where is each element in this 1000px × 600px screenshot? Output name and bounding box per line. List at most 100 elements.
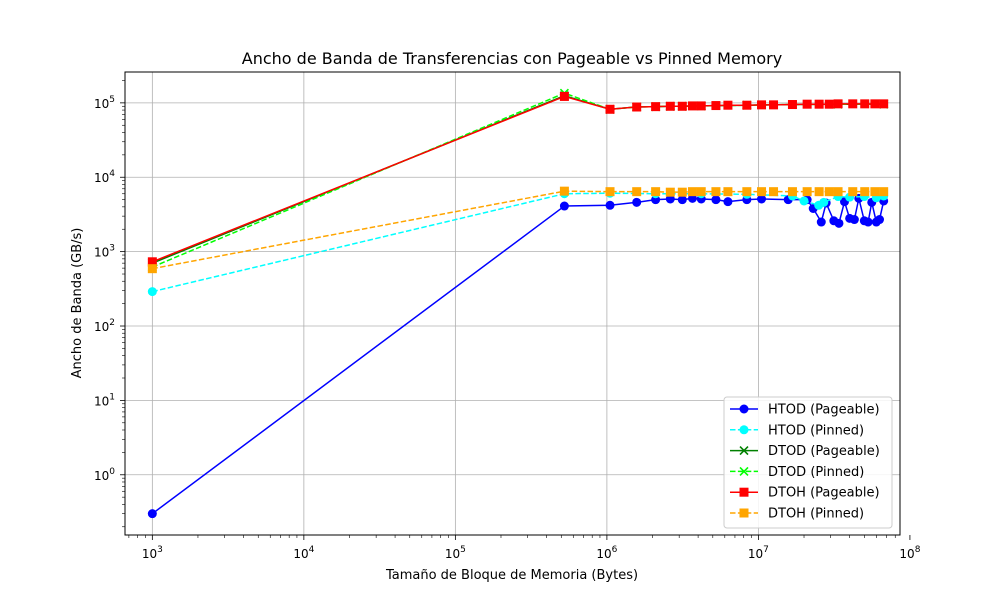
data-point — [632, 102, 642, 112]
legend-item: DTOD (Pinned) — [730, 465, 864, 480]
data-point — [848, 187, 858, 197]
y-tick-label-exponent: 4 — [109, 169, 115, 179]
data-point — [870, 187, 880, 197]
x-tick-label: 106 — [596, 545, 617, 561]
data-point — [687, 101, 697, 111]
legend-item: DTOH (Pageable) — [730, 486, 880, 501]
y-tick-label: 102 — [94, 318, 115, 334]
legend-item: DTOD (Pageable) — [730, 444, 880, 459]
data-point — [687, 187, 697, 197]
x-tick-label: 108 — [899, 545, 920, 561]
data-point — [696, 187, 706, 197]
legend-label: HTOD (Pageable) — [768, 403, 880, 418]
legend-box — [723, 396, 893, 529]
x-tick-label-exponent: 7 — [763, 545, 769, 555]
legend-label: HTOD (Pinned) — [768, 423, 864, 438]
data-point — [848, 99, 858, 109]
data-point — [665, 194, 675, 204]
data-point — [824, 187, 834, 197]
data-point — [723, 197, 733, 207]
legend-item: DTOH (Pinned) — [730, 507, 864, 522]
data-point — [879, 187, 889, 197]
data-point — [849, 215, 859, 225]
legend-marker — [739, 466, 749, 476]
data-point — [723, 187, 733, 197]
legend-marker — [739, 425, 749, 435]
y-tick-label: 105 — [94, 95, 115, 111]
data-point — [147, 264, 157, 274]
legend-item: HTOD (Pageable) — [730, 403, 880, 418]
y-tick-label-exponent: 2 — [109, 318, 115, 328]
x-tick-label: 105 — [445, 545, 466, 561]
x-axis-label: Tamaño de Bloque de Memoria (Bytes) — [385, 568, 638, 583]
legend: HTOD (Pageable) HTOD (Pinned) DTOD (Pageab… — [723, 396, 893, 529]
data-point — [799, 196, 809, 206]
y-tick-label-exponent: 0 — [109, 467, 115, 477]
x-tick-label: 104 — [293, 545, 314, 561]
legend-label: DTOH (Pinned) — [768, 507, 864, 522]
plot-series — [147, 88, 889, 519]
x-tick-label-base: 10 — [142, 547, 157, 561]
data-point — [819, 197, 829, 207]
data-point — [870, 99, 880, 109]
data-point — [802, 187, 812, 197]
y-tick-label-exponent: 1 — [109, 392, 115, 402]
data-point — [665, 187, 675, 197]
x-tick-label-exponent: 3 — [157, 545, 163, 555]
x-tick-label-exponent: 8 — [915, 545, 921, 555]
data-point — [559, 186, 569, 196]
data-point — [860, 187, 870, 197]
data-point — [147, 509, 157, 519]
y-tick-label: 104 — [94, 169, 115, 185]
data-point — [824, 99, 834, 109]
y-tick-label-base: 10 — [94, 171, 109, 185]
data-point — [863, 217, 873, 227]
legend-label: DTOH (Pageable) — [768, 486, 880, 501]
data-point — [769, 100, 779, 110]
data-point — [742, 100, 752, 110]
y-tick-label-exponent: 3 — [109, 244, 115, 254]
data-point — [802, 99, 812, 109]
data-point — [742, 187, 752, 197]
legend-marker — [739, 446, 749, 456]
data-point — [559, 201, 569, 211]
data-point — [757, 187, 767, 197]
y-tick-label: 103 — [94, 244, 115, 260]
data-point — [787, 187, 797, 197]
series-dtoh-pinned — [147, 186, 889, 274]
x-tick-label-exponent: 5 — [460, 545, 466, 555]
data-point — [787, 100, 797, 110]
data-point — [723, 100, 733, 110]
y-tick-label-base: 10 — [94, 469, 109, 483]
data-point — [757, 194, 767, 204]
x-tick-label-base: 10 — [596, 547, 611, 561]
chart-title: Ancho de Banda de Transferencias con Pag… — [242, 49, 782, 68]
y-axis-label: Ancho de Banda (GB/s) — [70, 228, 85, 379]
data-point — [696, 101, 706, 111]
legend-item: HTOD (Pinned) — [730, 423, 864, 438]
data-point — [814, 99, 824, 109]
y-tick-label: 101 — [94, 392, 115, 408]
data-point — [651, 102, 661, 112]
data-point — [605, 200, 615, 210]
data-point — [147, 257, 157, 267]
data-point — [814, 187, 824, 197]
x-tick-label-base: 10 — [293, 547, 308, 561]
data-point — [834, 218, 844, 228]
x-tick-label: 107 — [748, 545, 769, 561]
y-tick-label-base: 10 — [94, 320, 109, 334]
data-point — [605, 187, 615, 197]
data-point — [757, 100, 767, 110]
marker-stroke — [739, 446, 749, 456]
data-point — [833, 99, 843, 109]
data-point — [677, 195, 687, 205]
data-point — [632, 197, 642, 207]
y-tick-label-base: 10 — [94, 246, 109, 260]
x-tick-label-exponent: 6 — [612, 545, 618, 555]
series-dtoh-pageable — [147, 91, 889, 267]
data-point — [833, 187, 843, 197]
legend-label: DTOD (Pinned) — [768, 465, 864, 480]
data-point — [860, 99, 870, 109]
